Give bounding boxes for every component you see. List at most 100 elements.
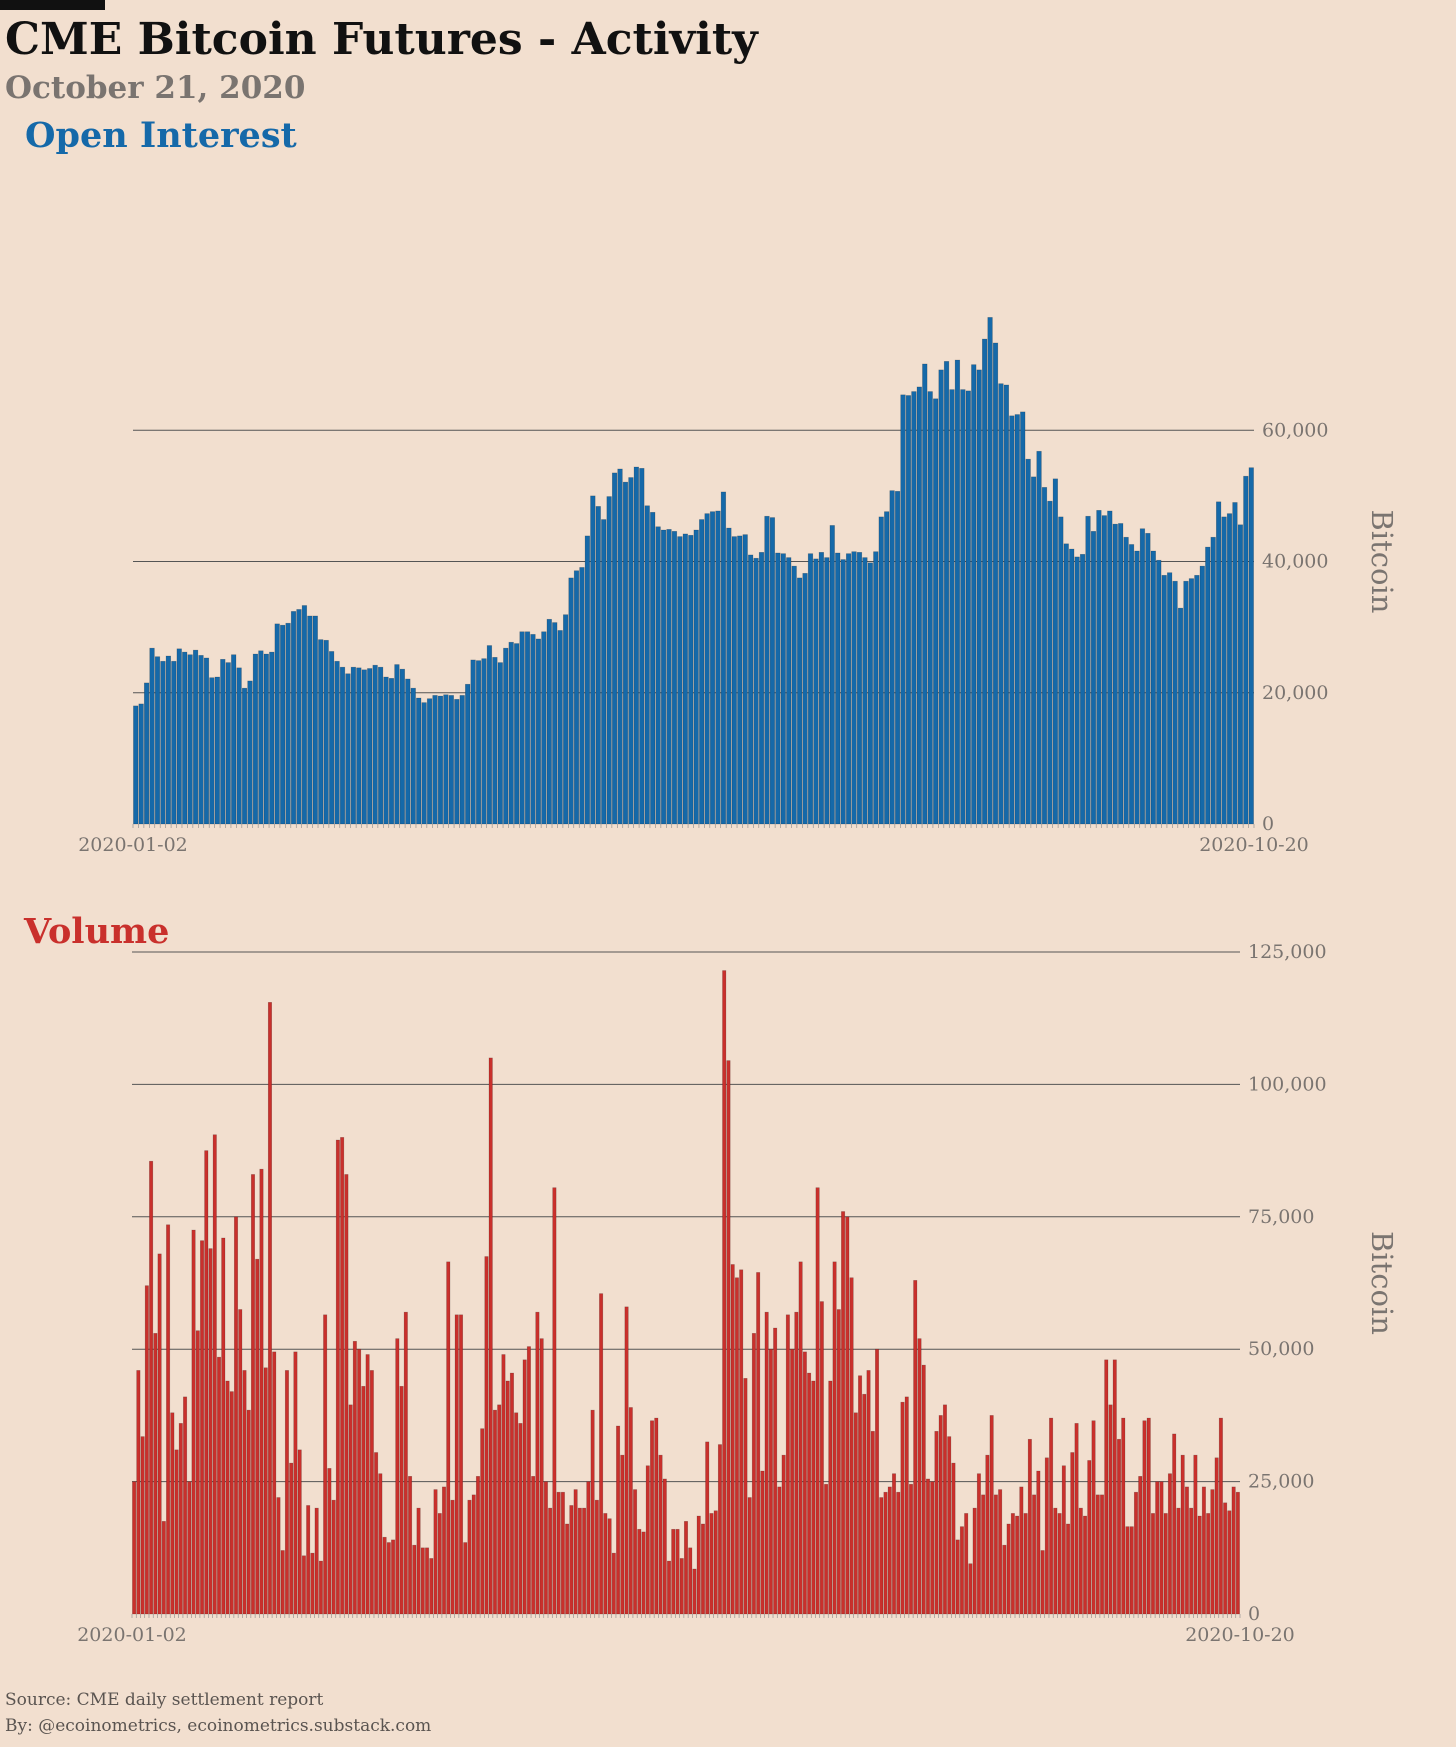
vol-bar [399,1385,404,1615]
oi-bar [486,645,493,825]
vol-bar [1206,1513,1211,1615]
oi-bar [421,702,427,825]
vol-bar [161,1521,166,1615]
oi-bar [742,534,748,825]
vol-bar [497,1404,502,1615]
oi-bar [840,559,846,825]
vol-bar [760,1470,765,1615]
oi-bar [1107,510,1113,825]
vol-bar [157,1253,162,1615]
vol-bar [1116,1438,1122,1615]
oi-bar [856,552,863,825]
vol-bar [200,1240,205,1615]
oi-x-start-label: 2020-01-02 [78,834,188,856]
oi-bar [671,531,678,825]
vol-bar [543,1481,548,1615]
oi-bar [214,676,220,825]
vol-bar [429,1558,434,1615]
vol-bar [535,1311,540,1615]
vol-bar [284,1370,289,1615]
vol-bar [938,1415,943,1615]
vol-bar [195,1330,200,1615]
vol-bar [1057,1513,1062,1615]
oi-bar [753,557,759,825]
vol-bar [153,1333,158,1615]
vol-bar [1095,1494,1100,1615]
vol-bar [964,1513,969,1615]
oi-bar [367,668,373,825]
vol-bar [1112,1359,1117,1615]
oi-bar [535,638,542,825]
vol-bar [539,1338,544,1615]
oi-bar [655,526,661,825]
vol-bar [1218,1417,1223,1615]
vol-bar [650,1420,655,1615]
vol-bar [976,1473,981,1615]
oi-bar [998,383,1004,825]
oi-bar [231,654,237,825]
vol-bar [747,1497,752,1615]
vol-bar [726,1060,731,1615]
vol-bar [250,1174,256,1615]
oi-bar [133,705,139,825]
vol-bar [836,1309,841,1615]
oi-bar [514,643,520,825]
oi-bar [688,534,694,825]
oi-bar [339,666,346,825]
oi-bar [1041,487,1048,825]
oi-bar [546,618,552,825]
oi-bar [350,666,357,825]
vol-bar [565,1523,570,1615]
oi-bar [851,551,857,825]
vol-bar [582,1507,587,1615]
vol-bar [352,1340,357,1615]
vol-bar [662,1478,667,1615]
oi-bar [573,570,580,825]
oi-bar [492,657,498,825]
vol-y-tick-label: 100,000 [1248,1073,1327,1095]
vol-bar [611,1552,616,1615]
vol-bar [981,1494,986,1615]
vol-bar [276,1497,281,1615]
vol-bar [722,970,727,1615]
oi-bar [1216,501,1222,825]
vol-bar [811,1380,816,1615]
vol-bar [624,1306,629,1615]
vol-bar [824,1483,829,1615]
oi-bar [905,395,912,825]
vol-bar [675,1528,680,1615]
oi-bar [862,557,868,825]
oi-bar [334,660,340,825]
vol-bar [357,1348,362,1615]
vol-bar [1002,1544,1007,1615]
vol-bar [862,1393,867,1615]
vol-bar [569,1505,574,1615]
vol-bar [344,1174,349,1615]
oi-bar [1063,543,1069,825]
vol-bar [514,1412,519,1615]
vol-bar [955,1539,960,1615]
vol-bar [616,1425,621,1615]
vol-bar [386,1542,391,1615]
oi-bar [1183,580,1189,825]
oi-bar [345,673,351,825]
oi-bar [660,529,667,825]
vol-bar [301,1555,306,1615]
oi-y-tick-label: 60,000 [1262,419,1328,441]
vol-bar [1087,1460,1092,1615]
oi-bar [775,552,781,825]
oi-bar [160,660,166,825]
oi-bar [399,668,405,825]
vol-bar [204,1150,209,1615]
vol-bar [382,1536,387,1615]
vol-bar [641,1531,646,1615]
oi-bar [562,614,569,825]
oi-bar [508,641,514,825]
vol-bar [212,1134,217,1615]
oi-bar [258,650,264,825]
vol-bar [233,1216,239,1615]
oi-bar [519,631,525,825]
oi-bar [889,490,895,825]
vol-bar [229,1391,234,1615]
vol-bar [1083,1515,1088,1615]
